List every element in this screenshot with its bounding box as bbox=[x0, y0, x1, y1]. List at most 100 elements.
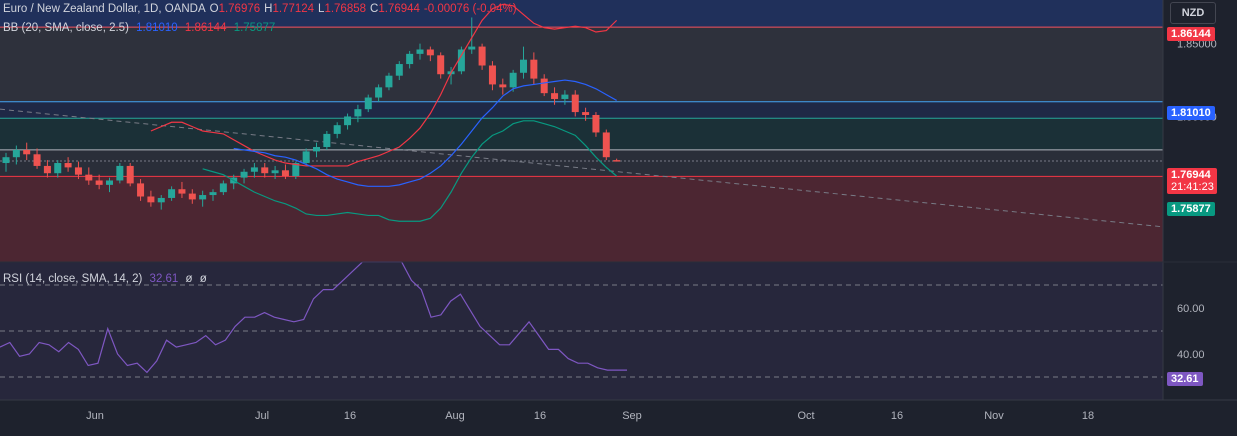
candle bbox=[592, 112, 600, 137]
candle bbox=[344, 113, 352, 130]
close-value: 1.76944 bbox=[378, 3, 420, 15]
candle-body bbox=[64, 163, 72, 168]
candle-body bbox=[551, 93, 559, 99]
candle bbox=[395, 61, 403, 81]
candle-body bbox=[219, 183, 227, 193]
candle-body bbox=[240, 171, 248, 178]
price-tick: 1.85000 bbox=[1177, 39, 1217, 51]
bb-upper-line bbox=[150, 3, 618, 167]
candle-body bbox=[426, 49, 434, 56]
bb-label[interactable]: BB (20, SMA, close, 2.5) bbox=[3, 22, 129, 34]
candle bbox=[147, 190, 155, 207]
candle bbox=[571, 90, 579, 117]
open-label: O bbox=[209, 3, 219, 15]
candle bbox=[106, 177, 113, 193]
change-value: -0.00076 (-0.04%) bbox=[423, 3, 517, 15]
candle-body bbox=[302, 151, 310, 164]
candle bbox=[54, 160, 62, 178]
candle bbox=[364, 94, 372, 113]
open-value: 1.76976 bbox=[218, 3, 261, 15]
candle-body bbox=[437, 55, 445, 75]
candle-body bbox=[209, 192, 217, 196]
rsi-tick: 40.00 bbox=[1177, 349, 1205, 361]
candle bbox=[416, 43, 424, 60]
candle bbox=[509, 69, 517, 92]
rsi-tick: 60.00 bbox=[1177, 303, 1205, 315]
candle-body bbox=[509, 72, 517, 88]
rsi-legend: RSI (14, close, SMA, 14, 2) 32.61 ø ø bbox=[3, 273, 211, 285]
time-tick: 18 bbox=[1082, 410, 1094, 422]
low-label: L bbox=[318, 3, 325, 15]
symbol-name[interactable]: Euro / New Zealand Dollar, 1D, OANDA bbox=[3, 3, 206, 15]
candle bbox=[323, 131, 331, 150]
candle bbox=[499, 78, 507, 95]
candle bbox=[478, 43, 486, 70]
candle-body bbox=[520, 59, 527, 73]
candle bbox=[302, 148, 310, 166]
candle-body bbox=[54, 163, 62, 174]
candle-body bbox=[12, 149, 20, 158]
candle-body bbox=[2, 157, 10, 164]
candle bbox=[375, 84, 383, 102]
candle-body bbox=[106, 180, 113, 185]
candle-body bbox=[168, 189, 176, 198]
candle-body bbox=[488, 65, 496, 85]
candle bbox=[261, 163, 269, 178]
candle-body bbox=[250, 167, 258, 172]
candle bbox=[209, 189, 217, 201]
candle bbox=[313, 142, 320, 158]
rsi-value: 32.61 bbox=[149, 273, 179, 285]
bb-lower-line bbox=[202, 120, 618, 222]
price-zone bbox=[0, 0, 1163, 28]
price-zone bbox=[0, 149, 1163, 177]
countdown-timer: 21:41:23 bbox=[1171, 181, 1214, 193]
currency-button[interactable]: NZD bbox=[1170, 2, 1216, 24]
trendline bbox=[0, 108, 1237, 235]
candle bbox=[468, 17, 476, 54]
price-zone bbox=[0, 118, 1163, 150]
candle-body bbox=[281, 170, 289, 177]
rsi-tag: 32.61 bbox=[1167, 372, 1203, 386]
bb-legend: BB (20, SMA, close, 2.5) 1.81010 1.86144… bbox=[3, 22, 279, 34]
candle bbox=[12, 145, 20, 165]
time-tick: 16 bbox=[344, 410, 356, 422]
candle bbox=[385, 72, 393, 91]
candle-body bbox=[375, 87, 383, 98]
candle-body bbox=[292, 163, 300, 177]
candle bbox=[43, 160, 51, 178]
candle bbox=[437, 52, 445, 79]
rsi-label[interactable]: RSI (14, close, SMA, 14, 2) bbox=[3, 273, 143, 285]
bb-lower-tag: 1.75877 bbox=[1167, 202, 1215, 216]
candle-body bbox=[385, 75, 393, 88]
candle bbox=[488, 61, 496, 91]
candle-body bbox=[406, 53, 414, 65]
candle bbox=[168, 186, 176, 201]
bb-mid-line bbox=[233, 79, 617, 187]
bb-mid-value: 1.81010 bbox=[136, 22, 178, 34]
candle-body bbox=[313, 147, 320, 152]
candle-body bbox=[157, 197, 165, 203]
candle-body bbox=[354, 109, 362, 117]
candle-body bbox=[199, 195, 207, 200]
candle-body bbox=[582, 112, 590, 115]
high-label: H bbox=[264, 3, 273, 15]
candle bbox=[178, 181, 186, 198]
candle-body bbox=[43, 165, 51, 174]
candle-body bbox=[33, 154, 41, 166]
candle bbox=[219, 180, 227, 196]
time-tick: Jun bbox=[86, 410, 104, 422]
time-tick: 16 bbox=[891, 410, 903, 422]
candle bbox=[426, 46, 434, 62]
candle-body bbox=[457, 49, 465, 72]
candle bbox=[271, 165, 279, 180]
candle bbox=[199, 190, 207, 207]
candle-body bbox=[416, 49, 424, 54]
candle bbox=[354, 104, 362, 123]
candle-body bbox=[478, 46, 486, 66]
price-zone bbox=[0, 27, 1163, 102]
candle-body bbox=[116, 165, 124, 181]
candle bbox=[2, 152, 10, 172]
bb-lower-value: 1.75877 bbox=[233, 22, 276, 34]
candle-body bbox=[95, 180, 103, 185]
